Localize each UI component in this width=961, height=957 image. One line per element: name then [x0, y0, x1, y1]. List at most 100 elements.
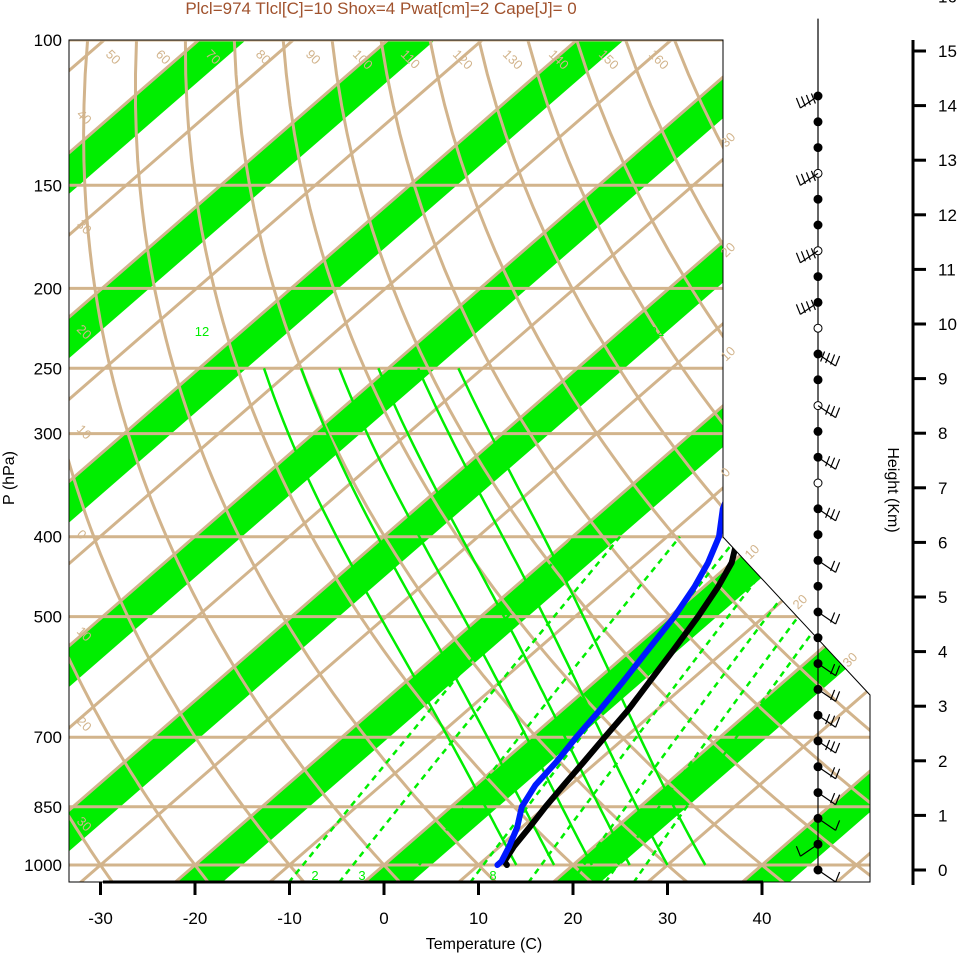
isotherm-line [69, 40, 622, 882]
wind-level-marker [813, 530, 823, 540]
isotherm-label: 160 [646, 47, 672, 73]
wind-barb-flag [835, 613, 841, 625]
isotherm-line [69, 40, 870, 882]
wind-level-marker [813, 323, 823, 333]
wind-barb-flag [800, 251, 806, 262]
x-tick-label: 20 [564, 909, 583, 928]
plot-border [68, 39, 871, 883]
wind-barb-flag [795, 97, 801, 109]
wind-barb-flag [830, 663, 836, 675]
dry-adiabat-line [82, 40, 418, 882]
mixing-ratio-line [604, 535, 860, 882]
wind-barb-flag [830, 792, 836, 804]
height-axis: 012345678910111213141516 [911, 0, 957, 885]
height-tick-label: 3 [938, 697, 947, 716]
dry-adiabat-line [469, 40, 870, 882]
y-axis-title: P (hPa) [1, 451, 18, 505]
isotherm-line [69, 40, 811, 882]
isotherm-label: 80 [253, 47, 274, 68]
pressure-tick-label: 200 [34, 279, 62, 298]
wind-barb [817, 817, 836, 831]
mixing-ratio-label: 16 [264, 324, 278, 339]
dry-adiabat-line [279, 40, 806, 882]
wind-barb-flag [835, 665, 841, 676]
x-tick-label: -20 [183, 909, 208, 928]
wind-level-marker [813, 272, 823, 282]
mixing-ratio-line [338, 535, 621, 882]
wind-level-marker [813, 581, 823, 591]
wind-barb-flag [830, 457, 836, 468]
isotherm-band [155, 40, 870, 882]
isotherm-label: 20 [74, 714, 95, 735]
wind-profile [795, 18, 841, 883]
wind-barb-flag [830, 354, 836, 365]
wind-barb-flag [830, 715, 836, 726]
height-tick-label: 16 [938, 0, 957, 6]
isotherm-line [438, 40, 870, 882]
wind-level-marker [813, 194, 823, 204]
wind-barb-flag [810, 170, 816, 182]
dry-adiabat-line [898, 2, 961, 899]
height-axis-title: Height (Km) [884, 447, 901, 532]
wind-barb-flag [835, 716, 841, 728]
pressure-tick-label: 1000 [24, 856, 62, 875]
wind-barb-flag [830, 689, 836, 701]
wind-barb-flag [830, 612, 836, 623]
wind-barb-flag [830, 741, 836, 752]
height-tick-label: 2 [938, 752, 947, 771]
wind-barb-flag [835, 691, 841, 702]
wind-barb-flag [825, 352, 831, 364]
mixing-ratio-line [570, 535, 829, 882]
mixing-ratio-line [527, 535, 791, 882]
isotherm-label: 30 [718, 129, 739, 150]
pressure-tick-label: 400 [34, 528, 62, 547]
mixing-ratio-line [469, 535, 739, 882]
x-axis-title: Temperature (C) [426, 936, 542, 953]
wind-barb-flag [805, 172, 811, 183]
wind-barb [817, 611, 836, 625]
wind-barb-flag [800, 173, 806, 185]
dry-adiabat-line [754, 40, 870, 882]
height-tick-label: 6 [938, 533, 947, 552]
isotherm-label: 130 [500, 47, 526, 73]
wind-barb-flag [835, 562, 841, 573]
moist-adiabat-line [417, 367, 669, 866]
wind-level-marker [813, 143, 823, 153]
mixing-ratio-label: 3 [358, 868, 365, 883]
height-tick-label: 14 [938, 97, 957, 116]
mixing-ratio-label: 8 [489, 868, 496, 883]
x-tick-label: -30 [88, 909, 113, 928]
mixing-ratio-label: 24 [440, 324, 454, 339]
isotherm-band [69, 40, 479, 882]
dry-adiabat-line [611, 40, 870, 882]
wind-barb-flag [800, 96, 806, 107]
height-tick-label: 4 [938, 643, 947, 662]
isotherm-label: 90 [303, 47, 324, 68]
wind-level-marker [813, 426, 823, 436]
wind-barb-flag [810, 93, 816, 104]
isotherm-band [344, 40, 870, 882]
wind-barb-flag [825, 739, 831, 751]
wind-barb-flag [805, 301, 811, 312]
pressure-tick-label: 100 [34, 31, 62, 50]
mixing-ratio-labels: 2 3 8 12 16 24 32 [195, 324, 664, 883]
height-tick-label: 13 [938, 151, 957, 170]
wind-barb-flag [805, 249, 811, 261]
wind-barb-flag [800, 302, 806, 314]
isotherm-line [69, 40, 527, 882]
height-tick-label: 9 [938, 370, 947, 389]
mixing-ratio-line [404, 535, 681, 882]
isotherm-label: 0 [74, 527, 90, 543]
pressure-tick-label: 250 [34, 359, 62, 378]
pressure-tick-label: 850 [34, 798, 62, 817]
isotherm-label: 30 [74, 217, 95, 238]
wind-level-marker [813, 220, 823, 230]
isotherm-band [533, 40, 870, 882]
wind-barb-flag [795, 175, 801, 186]
mixing-ratio-label: 12 [195, 324, 209, 339]
wind-barb-flag [835, 794, 841, 805]
dry-adiabat-line [517, 40, 870, 882]
isotherm-line [721, 40, 870, 882]
pressure-tick-label: 300 [34, 425, 62, 444]
height-tick-label: 12 [938, 206, 957, 225]
